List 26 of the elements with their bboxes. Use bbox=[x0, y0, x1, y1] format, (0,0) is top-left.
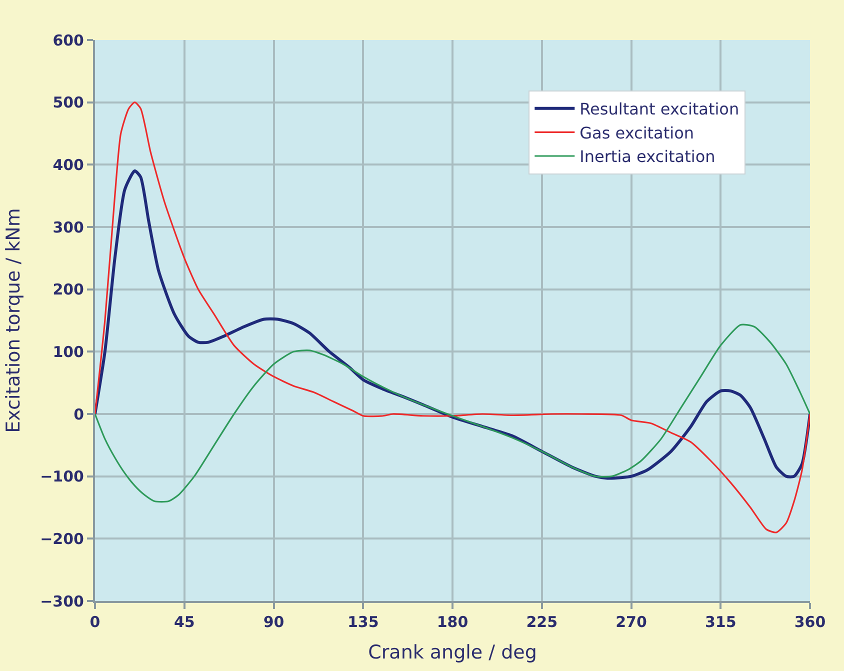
legend-label: Resultant excitation bbox=[580, 100, 740, 119]
x-tick-label: 45 bbox=[174, 613, 195, 631]
y-tick-label: 600 bbox=[52, 31, 84, 50]
line-series bbox=[95, 102, 810, 534]
legend-label: Inertia excitation bbox=[580, 147, 716, 166]
y-tick-label: 0 bbox=[74, 405, 84, 424]
x-tick-label: 315 bbox=[704, 613, 736, 631]
y-tick-label: 400 bbox=[52, 156, 84, 174]
legend-label: Gas excitation bbox=[580, 123, 694, 142]
x-tick-label: 135 bbox=[347, 613, 379, 631]
x-tick-label: 225 bbox=[526, 613, 558, 631]
y-tick-label: −300 bbox=[40, 592, 84, 610]
y-tick-label: −200 bbox=[40, 530, 84, 548]
x-axis-title: Crank angle / deg bbox=[368, 641, 537, 664]
line-series bbox=[95, 324, 810, 503]
x-tick-label: 270 bbox=[616, 613, 647, 631]
y-tick-label: 200 bbox=[52, 280, 84, 299]
x-tick-label: 90 bbox=[263, 613, 284, 631]
y-tick-label: −100 bbox=[40, 468, 84, 486]
y-tick-label: 300 bbox=[52, 218, 84, 236]
x-tick-label: 0 bbox=[90, 613, 100, 631]
y-tick-label: 100 bbox=[52, 342, 84, 361]
x-tick-label: 360 bbox=[794, 613, 826, 631]
x-tick-label: 180 bbox=[436, 613, 468, 631]
y-axis-title: Excitation torque / kNm bbox=[2, 208, 24, 433]
y-tick-label: 500 bbox=[52, 94, 84, 112]
